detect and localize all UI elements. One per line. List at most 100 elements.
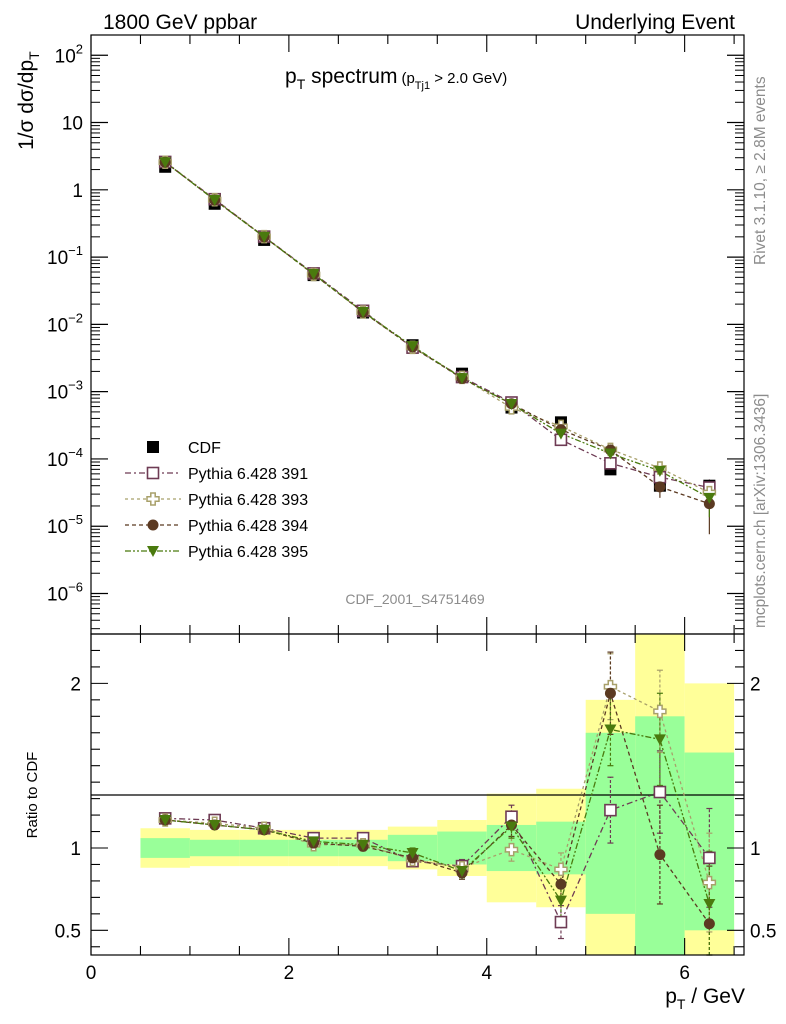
- title-cut-rest: > 2.0 GeV): [430, 70, 507, 87]
- ratio-y-label: Ratio to CDF: [24, 752, 41, 839]
- analysis-id: CDF_2001_S4751469: [345, 591, 485, 607]
- x-axis-label: pT / GeV: [665, 985, 745, 1012]
- main-panel-markers: [158, 155, 717, 535]
- ratio-2-point: [504, 842, 519, 857]
- series-4-point: [357, 306, 370, 318]
- ratio-y-tick-label: 2: [70, 674, 81, 695]
- ratio-y-tick-label: 0.5: [55, 921, 81, 942]
- ratio-line-4: [165, 728, 710, 905]
- title-p: p: [285, 65, 297, 88]
- ratio-4-point: [703, 898, 716, 910]
- ratio-4-point: [307, 836, 320, 848]
- legend-label-4: Pythia 6.428 395: [188, 544, 308, 561]
- ratio-1-point: [653, 785, 667, 799]
- ratio-4-point: [258, 824, 271, 836]
- y-tick-exponent: −2: [68, 310, 83, 325]
- ratio-band-inner: [140, 838, 190, 858]
- x-tick-label: 2: [284, 963, 295, 984]
- series-4-point: [554, 428, 567, 440]
- series-4-point: [703, 492, 716, 504]
- ratio-2-point: [554, 862, 568, 877]
- ratio-2-point: [653, 704, 667, 719]
- ratio-band-inner: [189, 839, 240, 857]
- series-4-point: [406, 341, 419, 353]
- x-tick-label: 4: [481, 963, 492, 984]
- ratio-band-inner: [239, 839, 289, 857]
- legend-label-1: Pythia 6.428 391: [188, 466, 308, 483]
- legend-marker-data: [147, 441, 159, 453]
- ratio-y-tick-label-right: 2: [750, 674, 761, 695]
- ratio-line-3: [165, 690, 710, 925]
- ratio-4-point: [159, 815, 172, 827]
- ratio-panel-markers: [158, 679, 717, 930]
- ratio-axes: 0.5 0.5 1 1 2 2 0 2 4 6: [55, 634, 776, 984]
- legend-marker-4: [147, 546, 159, 557]
- y-tick-base: 10: [47, 517, 68, 538]
- xlabel-rest: / GeV: [685, 985, 745, 1008]
- ylabel-sub: T: [26, 51, 42, 60]
- ratio-4-point: [208, 819, 221, 831]
- ratio-line-2: [165, 685, 710, 883]
- ratio-2-point: [702, 875, 717, 890]
- series-line-4: [164, 161, 710, 499]
- xlabel-sub: T: [677, 996, 686, 1012]
- ratio-3-point: [604, 687, 616, 699]
- y-tick-exponent: −3: [68, 378, 83, 393]
- series-4-point: [208, 194, 221, 206]
- title-cut-sub: Tj1: [415, 80, 430, 92]
- y-tick-label: 10−4: [47, 445, 83, 471]
- ratio-4-point: [357, 839, 370, 851]
- ratio-y-tick-label-right: 0.5: [750, 921, 776, 942]
- ratio-3-point: [703, 918, 715, 930]
- ratio-panel-frame: [90, 633, 745, 956]
- legend-marker-2: [146, 492, 160, 506]
- ratio-line-1: [165, 791, 710, 924]
- mcplots-label: mcplots.cern.ch [arXiv:1306.3436]: [752, 394, 769, 628]
- plot-title: pT spectrum (pTj1 > 2.0 GeV): [285, 65, 507, 92]
- xlabel-main: p: [665, 985, 677, 1008]
- ratio-4-point: [653, 734, 666, 746]
- series-3-point: [654, 481, 666, 493]
- main-panel-lines: [164, 161, 710, 505]
- y-tick-base: 10: [47, 315, 68, 336]
- ratio-3-point: [555, 878, 567, 890]
- series-line-3: [164, 161, 710, 505]
- y-tick-base: 10: [47, 383, 68, 404]
- y-tick-label: 1: [72, 181, 83, 202]
- y-tick-label: 10−1: [47, 243, 83, 269]
- y-axis-label: 1/σ dσ/dpT: [15, 51, 42, 150]
- y-tick-exponent: −4: [68, 445, 83, 460]
- header-right: Underlying Event: [575, 11, 735, 34]
- series-line-1: [164, 161, 710, 489]
- ratio-4-point: [505, 821, 518, 833]
- ylabel-main: 1/σ dσ/dp: [15, 60, 38, 150]
- y-tick-label: 10−6: [47, 579, 83, 605]
- title-cut: (p: [401, 70, 414, 87]
- ratio-1-point: [604, 803, 617, 817]
- legend-label-3: Pythia 6.428 394: [188, 518, 308, 535]
- series-4-point: [258, 231, 271, 243]
- y-tick-base: 10: [55, 46, 76, 67]
- ratio-band-cut: [585, 913, 636, 955]
- y-tick-label: 10−2: [47, 310, 83, 336]
- legend: CDF Pythia 6.428 391 Pythia 6.428 393 Pythi…: [125, 440, 308, 561]
- rivet-label: Rivet 3.1.10, ≥ 2.8M events: [752, 76, 769, 265]
- ratio-1-point: [703, 851, 716, 865]
- ratio-4-point: [456, 866, 469, 878]
- y-tick-label: 10: [62, 114, 83, 135]
- series-4-point: [159, 157, 172, 169]
- x-tick-label: 0: [86, 963, 97, 984]
- series-4-point: [653, 465, 666, 477]
- ratio-4-point: [604, 724, 617, 736]
- series-4-point: [604, 448, 617, 460]
- y-tick-base: 10: [47, 584, 68, 605]
- legend-label-data: CDF: [188, 440, 221, 457]
- header-left: 1800 GeV ppbar: [103, 11, 257, 34]
- y-tick-exponent: 2: [76, 41, 83, 56]
- title-sub: T: [297, 76, 306, 92]
- legend-label-2: Pythia 6.428 393: [188, 492, 308, 509]
- legend-marker-3: [147, 519, 159, 531]
- y-tick-label: 102: [55, 41, 83, 67]
